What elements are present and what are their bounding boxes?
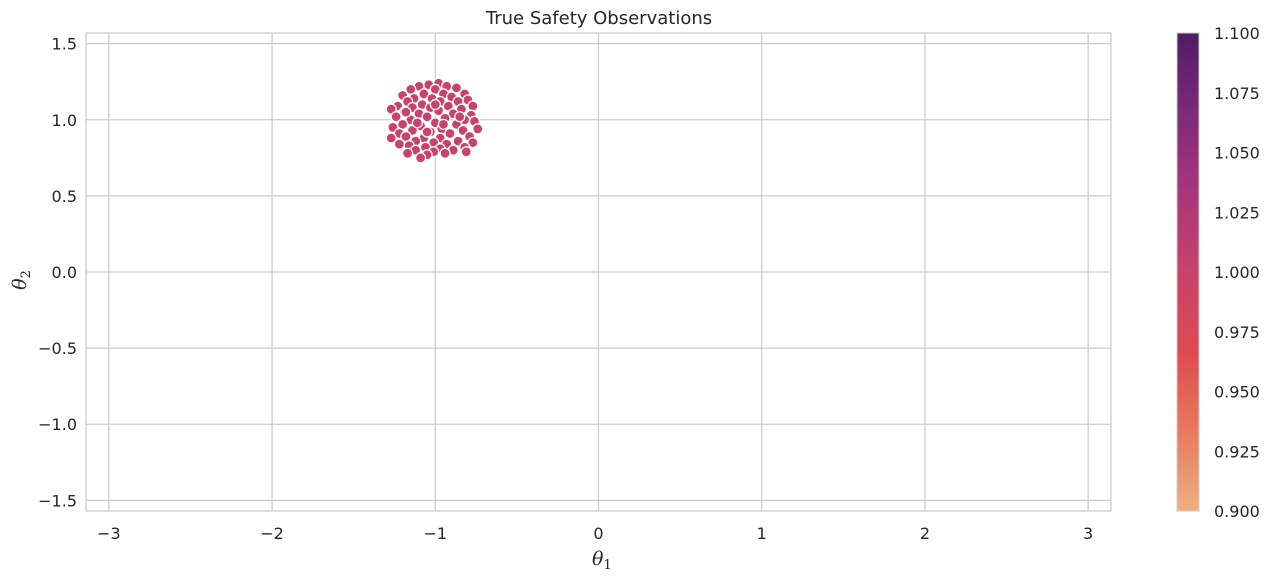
colorbar-tick-label: 1.000 <box>1214 263 1260 282</box>
plot-frame <box>85 32 1112 512</box>
grid <box>86 33 1111 511</box>
x-tick-label: −1 <box>423 524 447 543</box>
y-tick-labels: 1.5 1.0 0.5 0.0 −0.5 −1.0 −1.5 <box>38 35 77 511</box>
colorbar-tick-label: 0.975 <box>1214 323 1260 342</box>
colorbar-tick-label: 1.075 <box>1214 84 1260 103</box>
scatter-points <box>385 77 484 164</box>
chart-title: True Safety Observations <box>485 8 712 29</box>
scatter-point <box>411 117 423 129</box>
colorbar-tick-label: 1.100 <box>1214 24 1260 43</box>
colorbar-tick-label: 1.050 <box>1214 144 1260 163</box>
colorbar <box>1177 33 1199 511</box>
scatter-point <box>414 152 427 164</box>
scatter-point <box>454 111 466 123</box>
x-axis-label: θ1 <box>592 548 612 573</box>
x-tick-label: −3 <box>97 524 121 543</box>
x-tick-label: 0 <box>593 524 603 543</box>
x-tick-labels: −3 −2 −1 0 1 2 3 <box>97 524 1093 543</box>
scatter-point <box>429 98 441 111</box>
colorbar-tick-label: 1.025 <box>1214 203 1260 222</box>
y-tick-label: −1.5 <box>38 491 77 510</box>
y-tick-label: 0.0 <box>52 263 77 282</box>
y-tick-label: −1.0 <box>38 415 77 434</box>
scatter-point <box>437 118 450 130</box>
colorbar-tick-labels: 1.100 1.075 1.050 1.025 1.000 0.975 0.950 0.925… <box>1214 24 1260 521</box>
y-tick-label: 1.5 <box>52 35 77 54</box>
scatter-point <box>390 111 402 123</box>
y-tick-label: 1.0 <box>52 111 77 130</box>
x-tick-label: 3 <box>1083 524 1093 543</box>
y-tick-label: 0.5 <box>52 187 77 206</box>
colorbar-frame <box>1176 32 1200 512</box>
y-tick-label: −0.5 <box>38 339 77 358</box>
scatter-point <box>472 123 484 135</box>
scatter-point <box>444 127 456 140</box>
scatter-point <box>401 147 414 159</box>
y-axis-label: θ2 <box>9 270 34 290</box>
colorbar-tick-label: 0.925 <box>1214 442 1260 461</box>
scatter-point <box>421 111 433 123</box>
scatter-point <box>400 106 412 118</box>
colorbar-tick-label: 0.950 <box>1214 383 1260 402</box>
x-tick-label: 1 <box>757 524 767 543</box>
scatter-point <box>385 132 397 144</box>
scatter-point <box>393 138 406 150</box>
x-tick-label: 2 <box>920 524 930 543</box>
scatter-point <box>450 82 463 94</box>
scatter-point <box>439 147 451 159</box>
x-tick-label: −2 <box>260 524 284 543</box>
colorbar-tick-label: 0.900 <box>1214 502 1260 521</box>
scatter-point <box>467 100 479 112</box>
scatter-point <box>421 126 433 138</box>
scatter-point <box>460 146 472 158</box>
